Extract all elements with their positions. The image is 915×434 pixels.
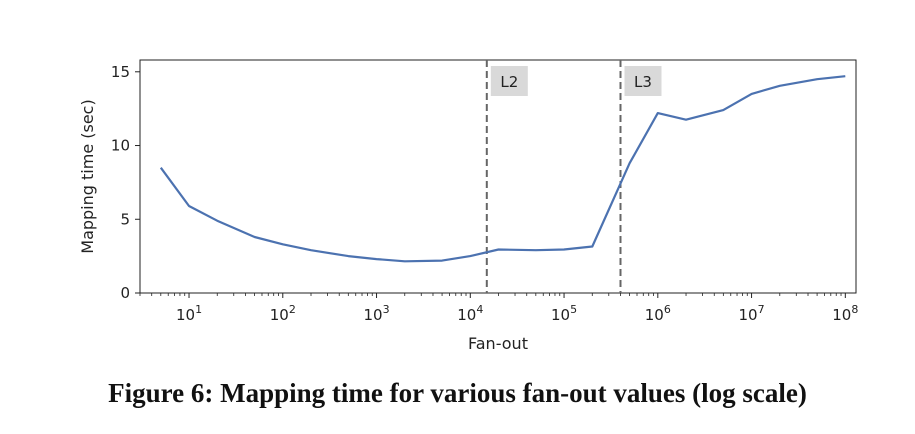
- plot-frame: [139, 59, 857, 294]
- x-tick-label-base: 10: [363, 306, 382, 324]
- x-tick-label-exponent: 1: [195, 303, 202, 316]
- x-tick-label-exponent: 5: [570, 303, 577, 316]
- reference-label-box: [624, 66, 662, 96]
- x-tick-label: 106: [645, 303, 671, 324]
- x-tick-label-base: 10: [832, 306, 851, 324]
- reference-label-l2: L2: [500, 73, 518, 91]
- reference-label-l3: L3: [634, 73, 652, 91]
- x-tick-label-base: 10: [176, 306, 195, 324]
- x-tick-label-exponent: 2: [289, 303, 296, 316]
- x-tick-label-base: 10: [270, 306, 289, 324]
- series-line: [159, 75, 846, 263]
- y-tick-label: 5: [120, 210, 130, 228]
- y-tick-label: 0: [120, 284, 130, 302]
- x-tick-label: 107: [739, 303, 765, 324]
- x-tick-label: 108: [832, 303, 858, 324]
- x-tick-label-exponent: 6: [664, 303, 671, 316]
- x-tick-label-base: 10: [551, 306, 570, 324]
- reference-label-box: [490, 66, 528, 96]
- x-tick-label-exponent: 4: [476, 303, 483, 316]
- x-tick-label-base: 10: [645, 306, 664, 324]
- x-tick-label: 102: [270, 303, 296, 324]
- x-tick-label-exponent: 8: [851, 303, 858, 316]
- y-tick-label: 10: [111, 137, 130, 155]
- x-tick-label: 101: [176, 303, 202, 324]
- x-axis-label: Fan-out: [468, 334, 528, 353]
- y-tick-label: 15: [111, 63, 130, 81]
- y-axis-label: Mapping time (sec): [78, 99, 97, 253]
- x-tick-label-exponent: 3: [383, 303, 390, 316]
- x-tick-label: 103: [363, 303, 389, 324]
- x-tick-label-exponent: 7: [758, 303, 765, 316]
- figure-caption: Figure 6: Mapping time for various fan-o…: [108, 378, 807, 408]
- x-tick-label: 105: [551, 303, 577, 324]
- x-tick-label: 104: [457, 303, 483, 324]
- x-tick-label-base: 10: [739, 306, 758, 324]
- x-tick-label-base: 10: [457, 306, 476, 324]
